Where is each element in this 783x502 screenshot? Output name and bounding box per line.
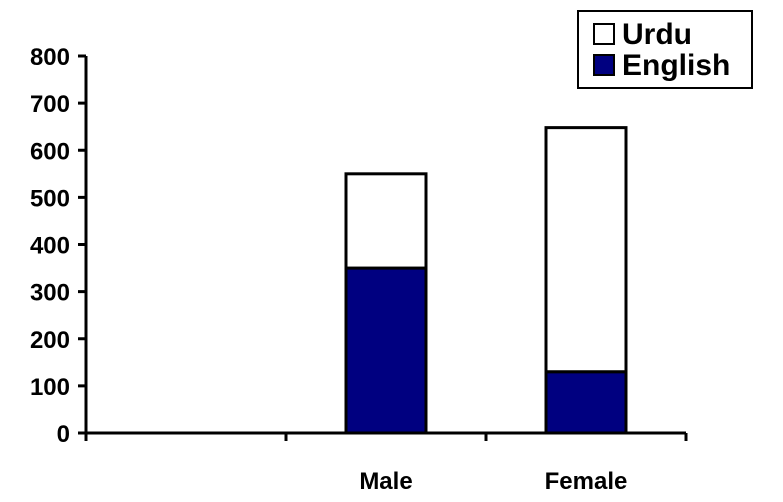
y-tick-label: 500	[30, 185, 70, 212]
legend-swatch-english	[593, 54, 615, 76]
x-tick-label: Male	[359, 468, 412, 495]
y-tick-label: 100	[30, 374, 70, 401]
y-tick-label: 600	[30, 138, 70, 165]
legend-label-urdu: Urdu	[622, 18, 692, 51]
y-tick-label: 200	[30, 327, 70, 354]
x-tick-label: Female	[545, 468, 628, 495]
y-tick-label: 800	[30, 44, 70, 71]
y-tick-label: 400	[30, 233, 70, 260]
bar-urdu-female	[544, 126, 628, 374]
x-axis: Male Female	[84, 431, 688, 495]
legend-swatch-urdu	[593, 23, 615, 45]
bar-english-male	[344, 266, 428, 435]
y-tick-label: 0	[57, 421, 70, 448]
legend-label-english: English	[622, 49, 730, 82]
y-axis: 0 100 200 300 400 500 600 700 800	[30, 44, 88, 448]
bars	[344, 126, 628, 435]
y-tick-label: 700	[30, 91, 70, 118]
bar-urdu-male	[344, 172, 428, 270]
y-tick-label: 300	[30, 280, 70, 307]
bar-english-female	[544, 370, 628, 435]
